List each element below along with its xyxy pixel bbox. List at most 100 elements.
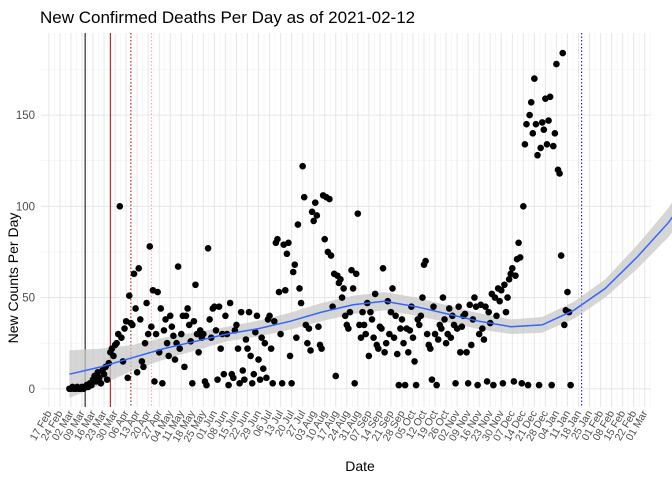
data-point [537,144,544,152]
data-point [493,312,500,320]
data-point [285,239,292,247]
data-point [406,327,414,334]
data-point [229,374,237,382]
data-point [299,162,306,170]
data-point [422,257,429,265]
data-point [365,352,373,360]
data-point [564,288,571,296]
data-point [471,294,478,301]
data-point [490,381,497,389]
data-point [362,330,370,338]
data-point [97,379,105,387]
data-point [417,312,425,320]
data-point [313,212,321,219]
data-point [118,334,125,341]
data-point [239,367,247,374]
data-point [261,339,269,347]
data-point [171,356,179,363]
data-point [217,345,224,352]
data-point [452,379,459,387]
data-point [152,330,160,338]
data-point [170,332,177,340]
data-point [203,381,210,389]
data-point [241,376,248,383]
data-point [329,303,336,310]
data-point [412,381,420,389]
data-point [524,381,532,389]
data-point [110,352,117,360]
data-point [456,348,464,356]
data-point [256,376,264,383]
data-point [360,321,368,329]
y-tick-label: 0 [29,384,35,396]
data-point [233,321,240,329]
data-point [267,345,275,352]
data-point [485,308,492,316]
data-point [501,281,508,289]
data-point [135,265,143,272]
confidence-band [69,202,672,398]
data-point [296,285,303,292]
trend-line [69,216,672,375]
data-point [515,239,522,247]
data-point [226,299,234,307]
data-point [259,365,267,372]
data-point [192,281,199,289]
data-point [382,339,390,347]
data-point [212,327,220,334]
data-point [305,325,313,332]
data-point [480,336,488,343]
data-point [275,288,283,296]
data-point [441,316,448,323]
data-point [294,221,302,228]
data-point [315,323,322,331]
data-point [293,334,300,341]
data-point [433,381,440,389]
data-point [255,356,262,363]
data-point [234,345,242,352]
data-point [496,297,503,305]
data-point [160,327,168,334]
data-point [455,303,463,310]
data-point [411,358,418,365]
data-point [390,334,398,341]
data-point [163,339,171,347]
data-point [165,352,172,360]
data-point [404,348,412,356]
data-point [463,348,470,356]
data-point [162,316,169,323]
y-axis-title: New Counts Per Day [5,213,21,344]
data-point [288,379,295,387]
data-point [415,321,423,329]
data-point [337,275,344,283]
data-point [381,348,388,356]
data-point [237,308,245,316]
data-point [130,270,138,278]
data-point [151,378,158,385]
data-point [291,261,299,268]
data-point [289,268,297,276]
data-point [270,317,278,325]
data-point [184,305,191,312]
data-point [423,330,431,338]
data-point [200,330,207,338]
data-point [529,130,537,137]
data-point [252,328,259,336]
data-point [263,374,270,382]
data-point [531,75,538,82]
data-point [148,323,155,331]
data-point [518,379,526,387]
data-point [548,381,555,389]
data-point [225,381,232,389]
data-point [561,321,568,329]
data-point [269,379,277,387]
data-point [352,270,360,278]
data-point [346,308,354,316]
data-point [427,345,434,352]
data-point [398,316,406,323]
data-point [499,379,507,387]
data-point [551,130,559,137]
data-point [247,352,254,360]
data-point [553,60,560,68]
data-point [124,374,131,382]
